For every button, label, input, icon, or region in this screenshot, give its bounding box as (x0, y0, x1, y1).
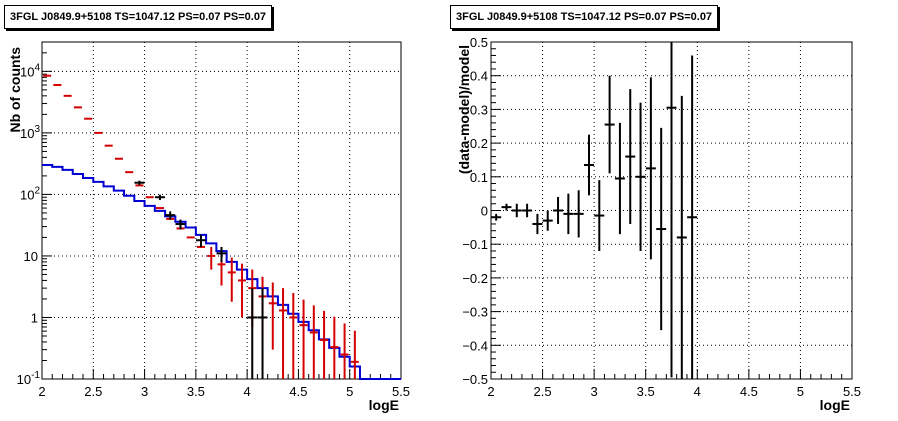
x-tick-label: 2 (38, 384, 45, 399)
y-tick-label: 0.5 (470, 35, 488, 50)
y-tick-label: 10-1 (17, 370, 41, 387)
x-tick-label: 2 (487, 384, 494, 399)
x-tick-label: 3 (591, 384, 598, 399)
x-tick-label: 2.5 (534, 384, 552, 399)
y-tick-label: 102 (20, 185, 40, 202)
y-tick-label: 10 (24, 249, 38, 264)
x-tick-label: 5 (797, 384, 804, 399)
y-tick-label: 0.3 (470, 102, 488, 117)
y-tick-label: 0.4 (470, 69, 488, 84)
x-tick-label: 4.5 (289, 384, 307, 399)
x-tick-label: 3 (141, 384, 148, 399)
y-tick-label: 1 (31, 310, 38, 325)
residuals-panel: −0.5 −0.4 −0.3 −0.2 −0.1 0 0.1 0.2 0.3 0.4 0.5 2 2.5… (456, 35, 861, 413)
x-tick-label: 3.5 (187, 384, 205, 399)
y-tick-label: −0.5 (462, 372, 488, 387)
y-axis-label: Nb of counts (7, 47, 23, 133)
y-tick-label: −0.1 (462, 237, 488, 252)
x-axis-label: logE (820, 397, 850, 413)
x-tick-label: 2.5 (84, 384, 102, 399)
y-tick-label: 0.1 (470, 170, 488, 185)
plot-frame (41, 41, 402, 380)
y-axis-label: (data-model)/model (456, 45, 472, 174)
x-axis-label: logE (369, 397, 399, 413)
y-tick-label: −0.4 (462, 338, 488, 353)
left-chart-title: 3FGL J0849.9+5108 TS=1047.12 PS=0.07 PS=… (4, 5, 273, 29)
x-tick-label: 4 (244, 384, 251, 399)
y-tick-label: 0.2 (470, 136, 488, 151)
x-tick-label: 5.5 (843, 384, 861, 399)
x-tick-label: 4 (694, 384, 701, 399)
x-tick-label: 3.5 (637, 384, 655, 399)
right-chart-title: 3FGL J0849.9+5108 TS=1047.12 PS=0.07 PS=… (450, 5, 719, 29)
y-tick-label: −0.2 (462, 271, 488, 286)
y-tick-label: −0.3 (462, 305, 488, 320)
component-step-line (42, 164, 401, 380)
y-tick-label: 0 (481, 204, 488, 219)
x-tick-label: 5 (346, 384, 353, 399)
y-tick-label: 103 (20, 124, 40, 141)
y-tick-label: 104 (20, 62, 40, 79)
x-tick-label: 4.5 (740, 384, 758, 399)
plot-background (42, 42, 401, 379)
x-tick-label: 5.5 (392, 384, 410, 399)
